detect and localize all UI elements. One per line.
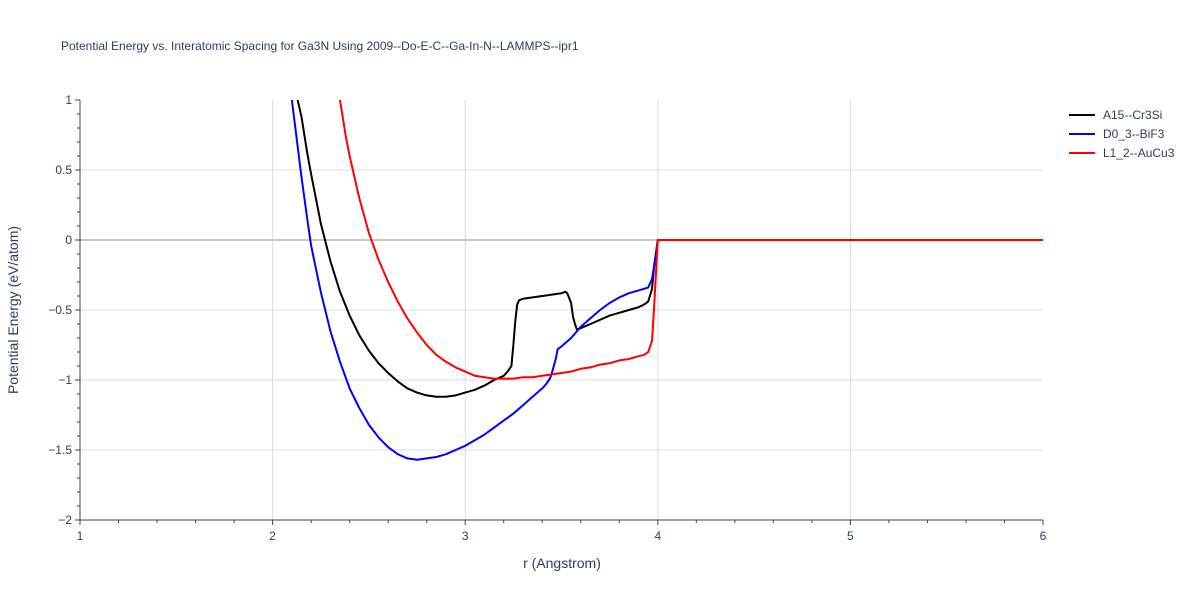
y-tick-label: −1.5	[48, 443, 72, 457]
legend-item[interactable]: L1_2--AuCu3	[1069, 146, 1175, 160]
y-tick-label: −2	[58, 513, 72, 527]
grid	[80, 100, 1043, 520]
series-line	[339, 100, 1043, 380]
series-line	[296, 100, 1043, 398]
legend-label: D0_3--BiF3	[1103, 127, 1165, 141]
y-tick-label: 0.5	[55, 163, 72, 177]
x-tick-label: 3	[462, 529, 469, 543]
legend-label: A15--Cr3Si	[1103, 108, 1162, 122]
x-tick-label: 5	[847, 529, 854, 543]
legend-item[interactable]: A15--Cr3Si	[1069, 108, 1162, 122]
x-axis-title: r (Angstrom)	[523, 555, 601, 571]
y-tick-label: 1	[65, 93, 72, 107]
x-tick-label: 2	[269, 529, 276, 543]
y-tick-label: 0	[65, 233, 72, 247]
plot-area	[290, 100, 1043, 461]
x-tick-label: 6	[1040, 529, 1047, 543]
axes: 1 2 3 4 5 6 −2 −1.5 −1 −0.5 0 0.5 1	[48, 93, 1046, 543]
y-tick-label: −0.5	[48, 303, 72, 317]
x-tick-label: 4	[654, 529, 661, 543]
x-tick-label: 1	[77, 529, 84, 543]
y-tick-label: −1	[58, 373, 72, 387]
series-line	[290, 100, 1043, 461]
legend-item[interactable]: D0_3--BiF3	[1069, 127, 1165, 141]
legend[interactable]: A15--Cr3Si D0_3--BiF3 L1_2--AuCu3	[1069, 108, 1175, 160]
legend-label: L1_2--AuCu3	[1103, 146, 1175, 160]
y-axis-title: Potential Energy (eV/atom)	[5, 226, 21, 394]
chart-title: Potential Energy vs. Interatomic Spacing…	[61, 39, 579, 53]
